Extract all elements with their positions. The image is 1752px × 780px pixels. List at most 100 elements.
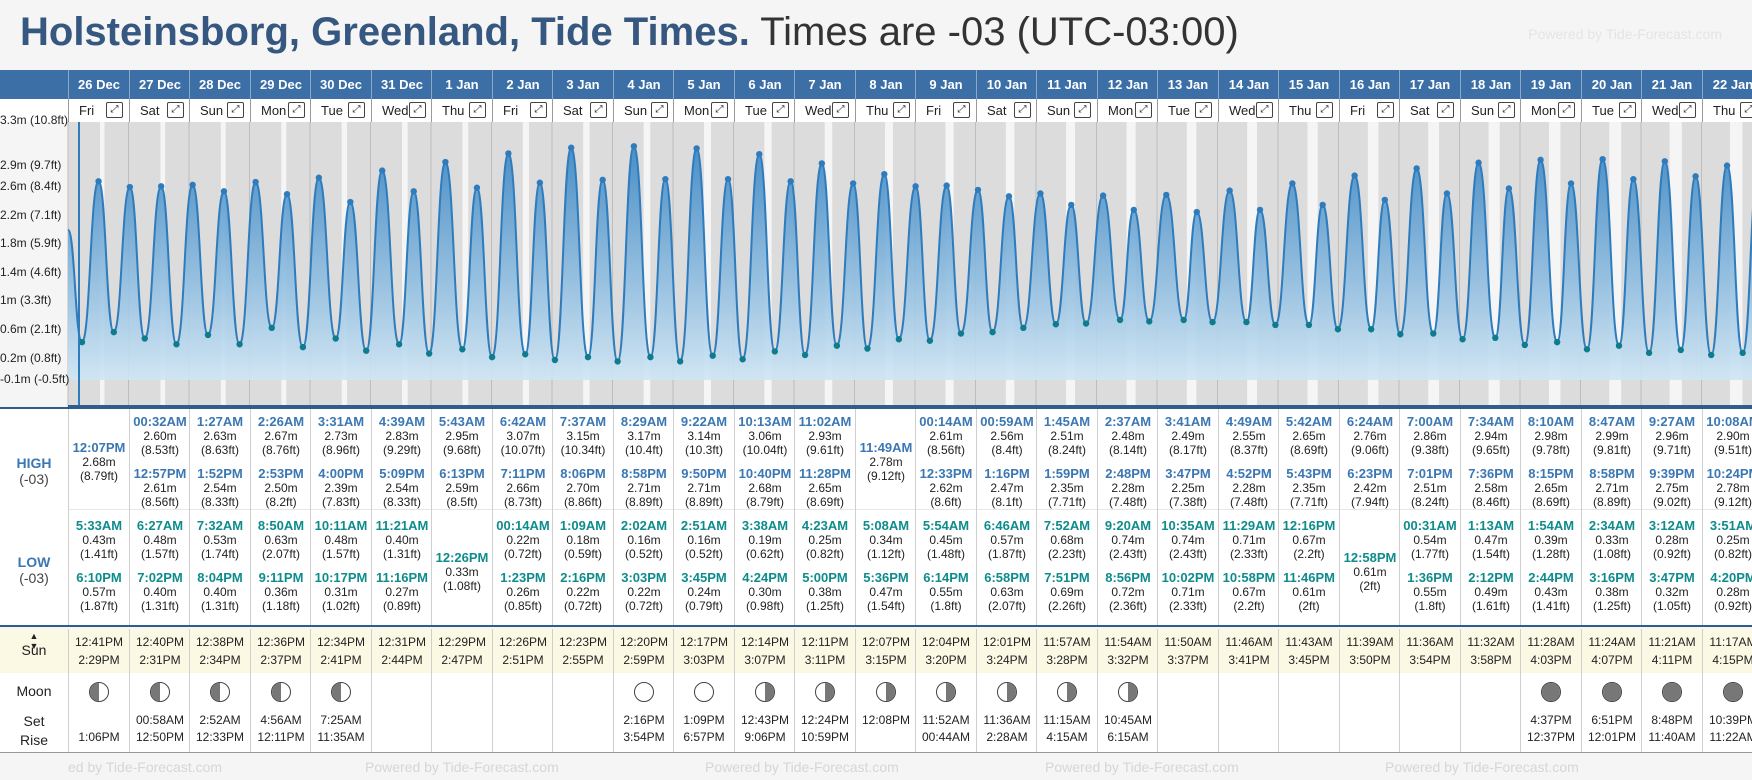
tide-day-column: 5:43AM 2.95m (9.68ft) 6:13PM 2.59m (8.5ft) 12:… bbox=[431, 409, 492, 625]
expand-icon[interactable]: ⤢ bbox=[1619, 102, 1636, 118]
tide-height-m: 0.22m bbox=[506, 533, 540, 547]
tide-height-m: 2.50m bbox=[264, 481, 298, 495]
low-tide-point bbox=[1082, 320, 1090, 327]
low-tide-entry: 1:36PM 0.55m (1.8ft) bbox=[1400, 571, 1460, 614]
tide-time: 10:40PM bbox=[738, 466, 792, 481]
date-cell: 15 Jan bbox=[1278, 70, 1339, 99]
high-low-divider bbox=[1461, 509, 1521, 510]
tide-time: 2:16PM bbox=[560, 570, 606, 585]
tide-height-ft: (10.3ft) bbox=[684, 443, 723, 457]
tide-time: 3:16PM bbox=[1589, 570, 1635, 585]
expand-icon[interactable]: ⤢ bbox=[348, 102, 365, 118]
tide-height-m: 0.55m bbox=[1413, 585, 1447, 599]
expand-icon[interactable]: ⤢ bbox=[1740, 102, 1752, 118]
tide-height-m: 2.25m bbox=[1171, 481, 1205, 495]
high-low-divider bbox=[190, 509, 250, 510]
tide-height-m: 2.47m bbox=[990, 481, 1024, 495]
expand-icon[interactable]: ⤢ bbox=[106, 102, 123, 118]
high-tide-entry: 5:42AM 2.65m (8.69ft) bbox=[1279, 415, 1339, 458]
tide-time: 3:31AM bbox=[317, 414, 365, 429]
expand-icon[interactable]: ⤢ bbox=[1679, 102, 1696, 118]
tide-time: 5:54AM bbox=[922, 518, 970, 533]
high-tide-point bbox=[974, 186, 982, 194]
sun-day-column: 12:31PM 2:44PM bbox=[371, 629, 432, 673]
tide-height-m: 0.32m bbox=[1655, 585, 1689, 599]
expand-icon[interactable]: ⤢ bbox=[1437, 102, 1454, 118]
moon-set-time: 11:52AM bbox=[922, 713, 970, 727]
expand-icon[interactable]: ⤢ bbox=[590, 102, 607, 118]
tide-time: 7:00AM bbox=[1406, 414, 1454, 429]
expand-icon[interactable]: ⤢ bbox=[167, 102, 184, 118]
high-tide-entry: 6:24AM 2.76m (9.06ft) bbox=[1340, 415, 1400, 458]
tide-height-ft: (8.33ft) bbox=[200, 495, 239, 509]
high-tide-entry: 3:31AM 2.73m (8.96ft) bbox=[311, 414, 371, 458]
low-tide-entry: 10:02PM 0.71m (2.33ft) bbox=[1158, 571, 1218, 614]
low-tide-point bbox=[173, 341, 180, 348]
date-cell: 28 Dec bbox=[189, 70, 250, 99]
low-tide-entry: 10:35AM 0.74m (2.43ft) bbox=[1158, 519, 1218, 562]
expand-icon[interactable]: ⤢ bbox=[530, 102, 547, 118]
expand-icon[interactable]: ⤢ bbox=[1498, 102, 1515, 118]
low-tide-point bbox=[1052, 321, 1060, 328]
date-cell: 11 Jan bbox=[1036, 70, 1097, 99]
low-tide-entry: 9:11PM 0.36m (1.18ft) bbox=[251, 571, 311, 614]
tide-time: 4:24PM bbox=[742, 570, 788, 585]
sun-time: 2:55PM bbox=[562, 653, 604, 667]
expand-icon[interactable]: ⤢ bbox=[711, 102, 728, 118]
tide-day-column: 00:14AM 2.61m (8.56ft) 12:33PM 2.62m (8.6ft) 5… bbox=[915, 409, 976, 625]
tide-time: 6:13PM bbox=[439, 466, 485, 481]
expand-icon[interactable]: ⤢ bbox=[1256, 102, 1273, 118]
expand-icon[interactable]: ⤢ bbox=[1377, 102, 1394, 118]
high-low-divider bbox=[1279, 509, 1339, 510]
expand-icon[interactable]: ⤢ bbox=[1558, 102, 1575, 118]
sun-time: 11:43AM bbox=[1285, 635, 1333, 649]
moon-day-column bbox=[492, 673, 553, 752]
tide-height-ft: (10.04ft) bbox=[742, 443, 788, 457]
tide-height-ft: (9.12ft) bbox=[866, 469, 905, 483]
low-tide-point bbox=[299, 343, 307, 351]
sun-toggle-icon[interactable]: ▲ ▼ bbox=[29, 631, 39, 651]
expand-icon[interactable]: ⤢ bbox=[409, 102, 426, 118]
weekday-label: Fri bbox=[79, 103, 95, 118]
tide-height-ft: (8.73ft) bbox=[503, 495, 542, 509]
low-tide-point bbox=[1430, 330, 1437, 337]
sun-day-column: 12:38PM 2:34PM bbox=[189, 629, 250, 673]
expand-icon[interactable]: ⤢ bbox=[227, 102, 244, 118]
expand-icon[interactable]: ⤢ bbox=[1074, 102, 1091, 118]
tide-day-column: 6:42AM 3.07m (10.07ft) 7:11PM 2.66m (8.73ft) 0… bbox=[492, 409, 553, 625]
date-cell: 8 Jan bbox=[855, 70, 916, 99]
tide-height-m: 0.40m bbox=[203, 585, 237, 599]
expand-icon[interactable]: ⤢ bbox=[1195, 102, 1212, 118]
tide-height-ft: (2ft) bbox=[1298, 599, 1320, 613]
expand-icon[interactable]: ⤢ bbox=[1135, 102, 1152, 118]
expand-icon[interactable]: ⤢ bbox=[953, 102, 970, 118]
tide-height-m: 2.66m bbox=[506, 481, 540, 495]
high-low-divider bbox=[1703, 509, 1752, 510]
tide-height-m: 2.60m bbox=[143, 429, 177, 443]
tide-height-m: 0.68m bbox=[1050, 533, 1084, 547]
expand-icon[interactable]: ⤢ bbox=[893, 102, 910, 118]
tide-height-ft: (2.07ft) bbox=[261, 547, 300, 561]
tide-time: 8:15PM bbox=[1528, 466, 1574, 481]
tide-time: 4:52PM bbox=[1226, 466, 1272, 481]
tide-height-m: 2.70m bbox=[566, 481, 600, 495]
tide-height-ft: (0.98ft) bbox=[745, 599, 784, 613]
tide-time: 3:03PM bbox=[621, 570, 667, 585]
expand-icon[interactable]: ⤢ bbox=[772, 102, 789, 118]
weekday-cell: Wed ⤢ bbox=[794, 99, 855, 122]
low-tide-point bbox=[1615, 342, 1623, 349]
sun-time: 12:31PM bbox=[377, 635, 427, 649]
expand-icon[interactable]: ⤢ bbox=[651, 102, 668, 118]
high-tide-entry: 4:39AM 2.83m (9.29ft) bbox=[372, 415, 432, 458]
expand-icon[interactable]: ⤢ bbox=[1316, 102, 1333, 118]
moon-set-time: 11:15AM bbox=[1043, 713, 1091, 727]
expand-icon[interactable]: ⤢ bbox=[832, 102, 849, 118]
high-low-divider bbox=[1158, 509, 1218, 510]
expand-icon[interactable]: ⤢ bbox=[288, 102, 305, 118]
expand-icon[interactable]: ⤢ bbox=[1014, 102, 1031, 118]
moon-rise-time: 12:50PM bbox=[135, 730, 185, 744]
weekday-cell: Thu ⤢ bbox=[855, 99, 916, 122]
weekday-cell: Sun ⤢ bbox=[613, 99, 674, 122]
expand-icon[interactable]: ⤢ bbox=[469, 102, 486, 118]
weekday-label: Tue bbox=[321, 103, 343, 118]
